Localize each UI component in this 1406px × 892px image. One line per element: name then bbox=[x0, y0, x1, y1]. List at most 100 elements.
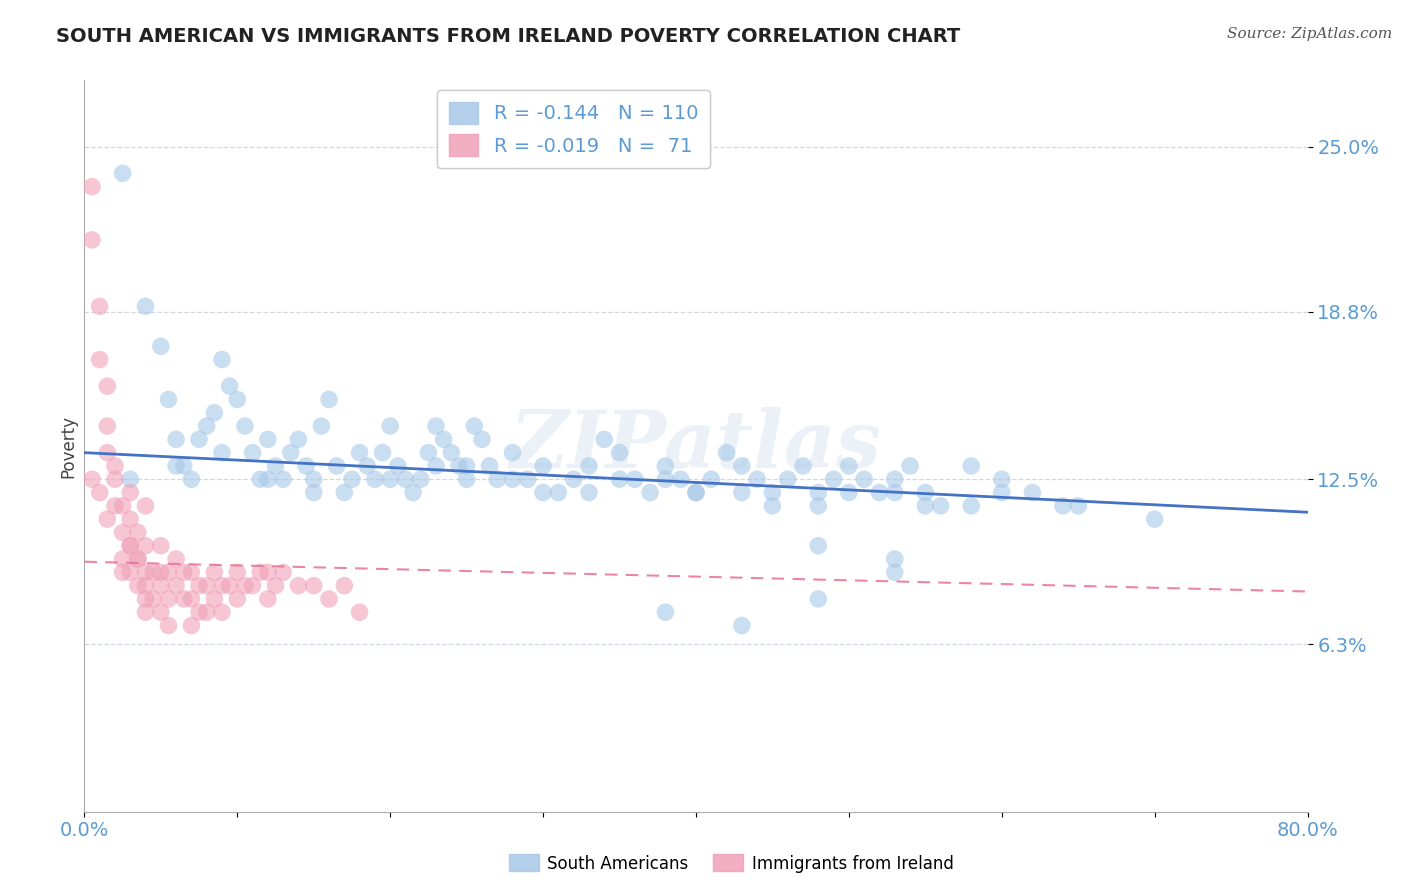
Point bbox=[157, 618, 180, 632]
Point bbox=[883, 552, 905, 566]
Point bbox=[747, 472, 769, 486]
Point bbox=[380, 419, 402, 434]
Point bbox=[127, 552, 149, 566]
Point bbox=[104, 472, 127, 486]
Point bbox=[914, 485, 936, 500]
Point bbox=[211, 579, 233, 593]
Point bbox=[578, 485, 600, 500]
Point bbox=[120, 472, 142, 486]
Point bbox=[142, 566, 165, 580]
Point bbox=[149, 579, 172, 593]
Point bbox=[502, 445, 524, 459]
Point bbox=[257, 566, 280, 580]
Point bbox=[135, 539, 157, 553]
Point bbox=[356, 458, 378, 473]
Point bbox=[440, 445, 463, 459]
Point bbox=[218, 579, 240, 593]
Point bbox=[547, 485, 569, 500]
Point bbox=[242, 579, 264, 593]
Point bbox=[433, 433, 456, 447]
Point bbox=[340, 472, 363, 486]
Point bbox=[257, 433, 280, 447]
Point bbox=[447, 458, 470, 473]
Point bbox=[349, 605, 371, 619]
Point bbox=[792, 458, 814, 473]
Point bbox=[960, 458, 983, 473]
Point bbox=[165, 579, 187, 593]
Point bbox=[111, 566, 134, 580]
Point bbox=[89, 352, 111, 367]
Point bbox=[761, 499, 783, 513]
Point bbox=[731, 485, 754, 500]
Point bbox=[271, 472, 294, 486]
Point bbox=[226, 566, 249, 580]
Point bbox=[669, 472, 692, 486]
Point bbox=[135, 499, 157, 513]
Point bbox=[135, 579, 157, 593]
Point bbox=[387, 458, 409, 473]
Point bbox=[609, 472, 631, 486]
Point bbox=[502, 472, 524, 486]
Point bbox=[685, 485, 707, 500]
Point bbox=[165, 458, 187, 473]
Point bbox=[149, 539, 172, 553]
Point bbox=[96, 445, 118, 459]
Point bbox=[394, 472, 416, 486]
Point bbox=[211, 352, 233, 367]
Point bbox=[135, 299, 157, 313]
Legend: R = -0.144   N = 110, R = -0.019   N =  71: R = -0.144 N = 110, R = -0.019 N = 71 bbox=[437, 90, 710, 168]
Point bbox=[593, 433, 616, 447]
Point bbox=[80, 233, 103, 247]
Point bbox=[149, 339, 172, 353]
Point bbox=[80, 179, 103, 194]
Point bbox=[233, 419, 256, 434]
Point bbox=[195, 579, 218, 593]
Point bbox=[195, 419, 218, 434]
Point bbox=[402, 485, 425, 500]
Point bbox=[80, 472, 103, 486]
Y-axis label: Poverty: Poverty bbox=[59, 415, 77, 477]
Point bbox=[127, 525, 149, 540]
Point bbox=[898, 458, 921, 473]
Point bbox=[157, 591, 180, 606]
Point bbox=[264, 458, 287, 473]
Point bbox=[202, 591, 225, 606]
Point bbox=[578, 458, 600, 473]
Point bbox=[1143, 512, 1166, 526]
Point bbox=[149, 605, 172, 619]
Point bbox=[823, 472, 845, 486]
Point bbox=[226, 392, 249, 407]
Point bbox=[135, 591, 157, 606]
Point bbox=[531, 485, 554, 500]
Point bbox=[249, 566, 271, 580]
Point bbox=[173, 591, 195, 606]
Text: Source: ZipAtlas.com: Source: ZipAtlas.com bbox=[1226, 27, 1392, 41]
Point bbox=[120, 539, 142, 553]
Text: ZIPatlas: ZIPatlas bbox=[510, 408, 882, 484]
Point bbox=[761, 485, 783, 500]
Point bbox=[257, 472, 280, 486]
Point bbox=[302, 472, 325, 486]
Point bbox=[287, 433, 309, 447]
Point bbox=[89, 299, 111, 313]
Point bbox=[731, 458, 754, 473]
Point bbox=[716, 445, 738, 459]
Point bbox=[89, 485, 111, 500]
Point bbox=[120, 485, 142, 500]
Point bbox=[180, 591, 202, 606]
Point bbox=[111, 525, 134, 540]
Point bbox=[531, 458, 554, 473]
Point bbox=[96, 379, 118, 393]
Point bbox=[135, 566, 157, 580]
Point bbox=[883, 485, 905, 500]
Point bbox=[202, 406, 225, 420]
Point bbox=[654, 458, 676, 473]
Point bbox=[1067, 499, 1090, 513]
Point bbox=[111, 166, 134, 180]
Point bbox=[287, 579, 309, 593]
Point bbox=[180, 472, 202, 486]
Point bbox=[318, 591, 340, 606]
Point bbox=[195, 605, 218, 619]
Point bbox=[333, 485, 356, 500]
Point bbox=[211, 605, 233, 619]
